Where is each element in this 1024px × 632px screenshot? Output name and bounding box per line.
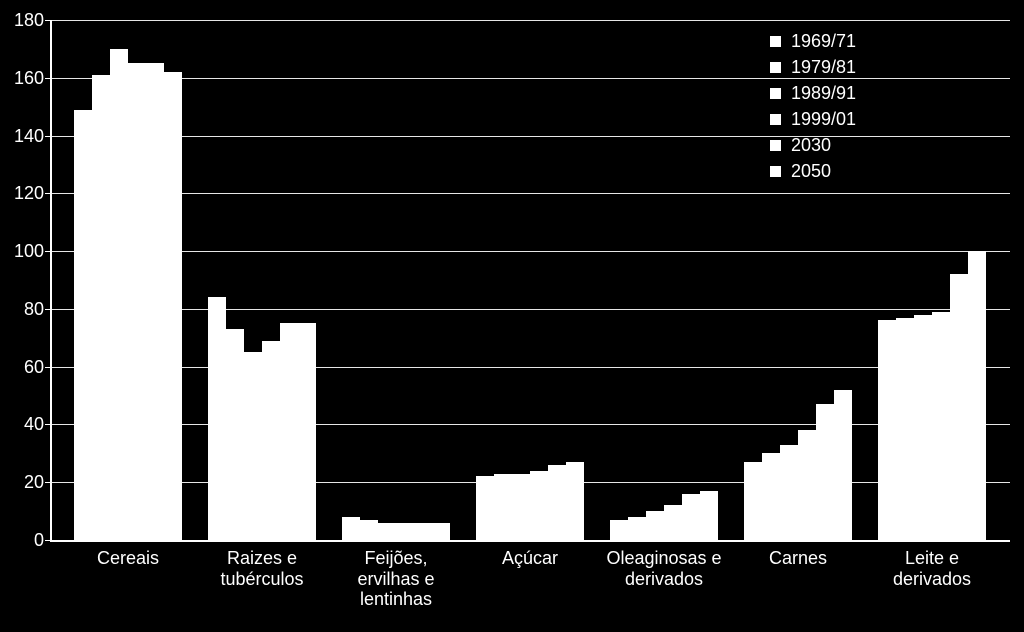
bar: [92, 75, 110, 540]
bar: [512, 474, 530, 540]
x-category-label: Leite e derivados: [868, 548, 997, 589]
gridline: [50, 20, 1010, 21]
grouped-bar-chart: 0 20 40 60 80 100 120 140 160 180 CereaisRaizes e…: [0, 0, 1024, 632]
bar: [628, 517, 646, 540]
bar: [244, 352, 262, 540]
legend-item: 1979/81: [770, 54, 980, 80]
bar: [762, 453, 780, 540]
y-tick-label: 0: [4, 531, 44, 549]
x-category-label: Raizes e tubérculos: [198, 548, 327, 589]
y-tick-mark: [45, 309, 50, 310]
bar: [932, 312, 950, 540]
y-tick-mark: [45, 251, 50, 252]
bar: [432, 523, 450, 540]
legend-swatch: [770, 62, 781, 73]
bar: [280, 323, 298, 540]
y-tick-mark: [45, 424, 50, 425]
gridline: [50, 251, 1010, 252]
y-tick-mark: [45, 367, 50, 368]
bar: [226, 329, 244, 540]
legend-item: 1969/71: [770, 28, 980, 54]
bar: [298, 323, 316, 540]
bar: [896, 318, 914, 540]
y-tick-mark: [45, 540, 50, 541]
y-tick-mark: [45, 193, 50, 194]
y-tick-mark: [45, 78, 50, 79]
bar: [164, 72, 182, 540]
x-category-label: Açúcar: [466, 548, 595, 569]
bar: [494, 474, 512, 540]
x-category-label: Oleaginosas e derivados: [600, 548, 729, 589]
bar: [834, 390, 852, 540]
bar: [476, 476, 494, 540]
bar: [682, 494, 700, 540]
legend-label: 1969/71: [791, 31, 856, 52]
legend-item: 2050: [770, 158, 980, 184]
y-tick-label: 40: [4, 415, 44, 433]
bar: [414, 523, 432, 540]
legend-swatch: [770, 140, 781, 151]
legend-swatch: [770, 114, 781, 125]
x-category-label: Carnes: [734, 548, 863, 569]
legend: 1969/71 1979/81 1989/91 1999/01 2030 2050: [770, 28, 980, 184]
legend-swatch: [770, 166, 781, 177]
bar: [700, 491, 718, 540]
y-tick-mark: [45, 136, 50, 137]
bar: [798, 430, 816, 540]
bar: [610, 520, 628, 540]
x-category-label: Cereais: [64, 548, 193, 569]
gridline: [50, 482, 1010, 483]
x-category-label: Feijões, ervilhas e lentinhas: [332, 548, 461, 610]
y-tick-label: 180: [4, 11, 44, 29]
y-tick-label: 100: [4, 242, 44, 260]
bar: [914, 315, 932, 540]
legend-label: 1999/01: [791, 109, 856, 130]
bar: [780, 445, 798, 540]
legend-label: 1989/91: [791, 83, 856, 104]
bar: [744, 462, 762, 540]
y-tick-label: 140: [4, 127, 44, 145]
legend-item: 1999/01: [770, 106, 980, 132]
legend-swatch: [770, 36, 781, 47]
legend-label: 2050: [791, 161, 831, 182]
bar: [878, 320, 896, 540]
y-tick-mark: [45, 20, 50, 21]
y-tick-label: 20: [4, 473, 44, 491]
bar: [646, 511, 664, 540]
bar: [208, 297, 226, 540]
bar: [566, 462, 584, 540]
legend-item: 2030: [770, 132, 980, 158]
bar: [664, 505, 682, 540]
legend-item: 1989/91: [770, 80, 980, 106]
bar: [378, 523, 396, 540]
legend-label: 1979/81: [791, 57, 856, 78]
gridline: [50, 309, 1010, 310]
x-axis: [50, 540, 1010, 542]
bar: [530, 471, 548, 540]
y-tick-mark: [45, 482, 50, 483]
bar: [110, 49, 128, 540]
bar: [360, 520, 378, 540]
bar: [262, 341, 280, 540]
y-tick-label: 60: [4, 358, 44, 376]
legend-label: 2030: [791, 135, 831, 156]
gridline: [50, 193, 1010, 194]
bar: [968, 251, 986, 540]
bar: [74, 110, 92, 540]
y-tick-label: 80: [4, 300, 44, 318]
legend-swatch: [770, 88, 781, 99]
bar: [396, 523, 414, 540]
gridline: [50, 424, 1010, 425]
bar: [950, 274, 968, 540]
bar: [342, 517, 360, 540]
gridline: [50, 367, 1010, 368]
y-tick-label: 160: [4, 69, 44, 87]
bar: [548, 465, 566, 540]
y-tick-label: 120: [4, 184, 44, 202]
